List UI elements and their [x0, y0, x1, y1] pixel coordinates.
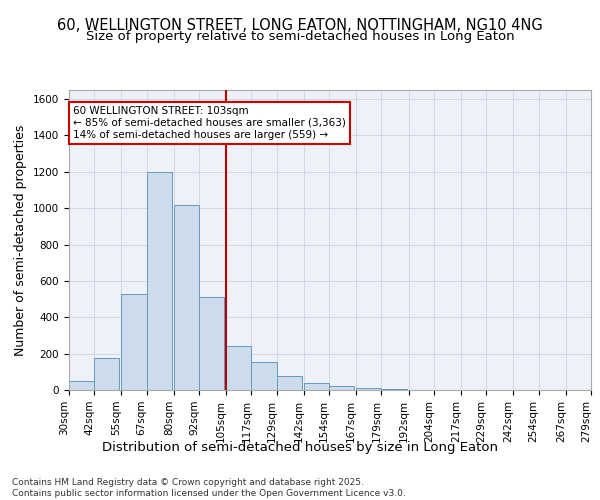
Bar [121, 294, 146, 390]
Bar [304, 382, 329, 390]
Text: Size of property relative to semi-detached houses in Long Eaton: Size of property relative to semi-detach… [86, 30, 514, 43]
Bar [226, 346, 251, 390]
Text: 60 WELLINGTON STREET: 103sqm
← 85% of semi-detached houses are smaller (3,363)
1: 60 WELLINGTON STREET: 103sqm ← 85% of se… [73, 106, 346, 140]
Bar [382, 389, 407, 390]
Y-axis label: Number of semi-detached properties: Number of semi-detached properties [14, 124, 28, 356]
Bar [146, 172, 172, 390]
Text: Contains HM Land Registry data © Crown copyright and database right 2025.
Contai: Contains HM Land Registry data © Crown c… [12, 478, 406, 498]
Bar [199, 298, 224, 390]
Bar [277, 376, 302, 390]
Text: Distribution of semi-detached houses by size in Long Eaton: Distribution of semi-detached houses by … [102, 441, 498, 454]
Text: 60, WELLINGTON STREET, LONG EATON, NOTTINGHAM, NG10 4NG: 60, WELLINGTON STREET, LONG EATON, NOTTI… [57, 18, 543, 32]
Bar [356, 388, 382, 390]
Bar [329, 386, 354, 390]
Bar [69, 381, 94, 390]
Bar [251, 362, 277, 390]
Bar [174, 204, 199, 390]
Bar [94, 358, 119, 390]
